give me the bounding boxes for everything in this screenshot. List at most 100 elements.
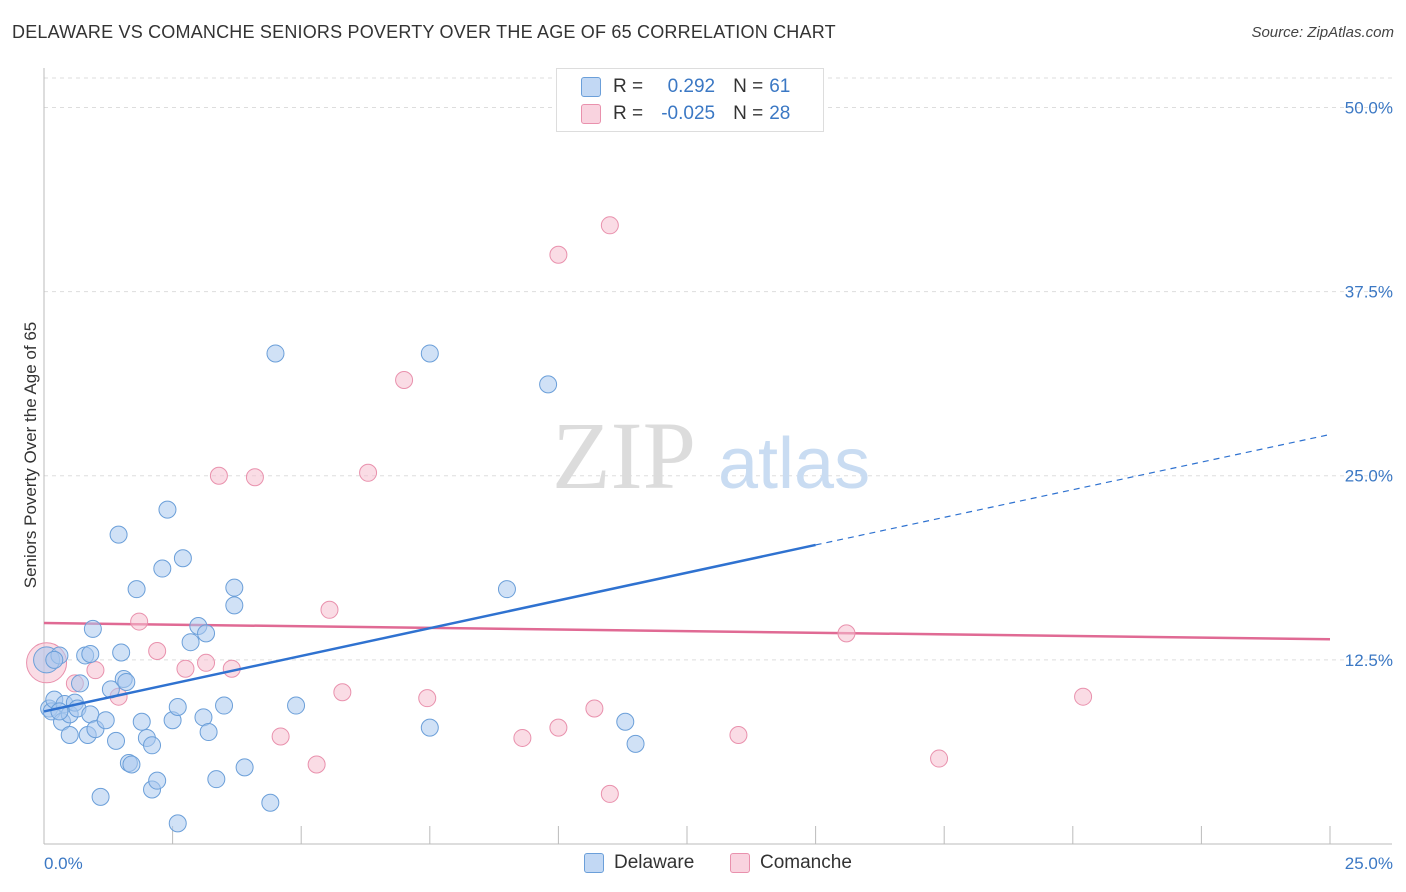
legend-r-value-delaware: 0.292: [667, 76, 716, 97]
delaware-point: [199, 723, 218, 742]
comanche-point: [930, 749, 949, 768]
comanche-point: [585, 699, 604, 718]
comanche-point: [513, 728, 532, 747]
delaware-swatch: [584, 853, 604, 873]
delaware-point: [539, 375, 558, 394]
watermark-zip: ZIP: [552, 402, 696, 509]
delaware-point: [420, 718, 439, 737]
comanche-trend-line: [43, 621, 1331, 641]
comanche-point: [729, 725, 748, 744]
comanche-point: [176, 659, 195, 678]
delaware-point: [215, 696, 234, 715]
delaware-point: [225, 596, 244, 615]
comanche-points: [26, 216, 1093, 803]
delaware-point: [81, 644, 100, 663]
comanche-trendline: [43, 621, 1331, 641]
x-tick-label: 0.0%: [44, 854, 83, 873]
delaware-point: [112, 643, 131, 662]
y-tick-label: 50.0%: [1345, 98, 1393, 117]
series-legend: Delaware Comanche: [0, 852, 1406, 878]
comanche-point: [148, 642, 167, 661]
delaware-point: [168, 814, 187, 833]
delaware-point: [173, 549, 192, 568]
comanche-point: [837, 624, 856, 643]
comanche-point: [395, 370, 414, 389]
delaware-point: [181, 633, 200, 652]
comanche-point: [549, 245, 568, 264]
comanche-point: [130, 612, 149, 631]
comanche-point: [600, 784, 619, 803]
delaware-point: [148, 771, 167, 790]
legend-n-value-delaware: 61: [769, 76, 791, 97]
comanche-point: [418, 689, 437, 708]
delaware-point: [168, 698, 187, 717]
delaware-point: [60, 725, 79, 744]
legend-row-delaware: R = 0.292 N = 61: [581, 74, 790, 100]
delaware-point: [626, 734, 645, 753]
legend-n-label: N =: [733, 76, 764, 97]
comanche-point: [86, 661, 105, 680]
delaware-point: [225, 578, 244, 597]
watermark-atlas: atlas: [718, 424, 870, 504]
legend-n-label: N =: [733, 103, 764, 124]
delaware-point: [71, 674, 90, 693]
delaware-point: [420, 344, 439, 363]
comanche-point: [549, 718, 568, 737]
legend-label-comanche: Comanche: [760, 852, 852, 873]
delaware-point: [109, 525, 128, 544]
delaware-point: [107, 731, 126, 750]
comanche-point: [271, 727, 290, 746]
legend-r-value-comanche: -0.025: [661, 103, 716, 124]
delaware-trend-dashed: [815, 433, 1331, 546]
delaware-point: [122, 755, 141, 774]
delaware-point: [91, 787, 110, 806]
delaware-trend-solid: [43, 543, 816, 713]
delaware-point: [207, 770, 226, 789]
grid-lines: [44, 77, 1392, 661]
tick-labels: 12.5% 25.0% 37.5% 50.0% 0.0% 25.0%: [44, 98, 1393, 873]
delaware-point: [287, 696, 306, 715]
delaware-points: [33, 344, 645, 833]
delaware-point: [235, 758, 254, 777]
y-tick-label: 37.5%: [1345, 283, 1393, 302]
comanche-point: [359, 463, 378, 482]
comanche-swatch: [730, 853, 750, 873]
delaware-point: [261, 793, 280, 812]
watermark: ZIP atlas: [552, 402, 870, 509]
chart-title: DELAWARE VS COMANCHE SENIORS POVERTY OVE…: [12, 22, 836, 42]
comanche-point: [333, 683, 352, 702]
legend-r-label: R =: [613, 76, 644, 97]
delaware-point: [616, 712, 635, 731]
comanche-point: [209, 466, 228, 485]
legend-r-label: R =: [613, 103, 644, 124]
legend-item-comanche: Comanche: [730, 852, 852, 874]
delaware-point: [45, 650, 64, 669]
delaware-point: [132, 712, 151, 731]
comanche-point: [320, 600, 339, 619]
legend-row-comanche: R = -0.025 N = 28: [581, 101, 790, 127]
delaware-point: [497, 580, 516, 599]
correlation-legend: R = 0.292 N = 61 R = -0.025 N = 28: [556, 68, 824, 132]
source-label: Source: ZipAtlas.com: [1251, 24, 1394, 41]
delaware-point: [158, 500, 177, 519]
y-tick-label: 12.5%: [1345, 651, 1393, 670]
delaware-trendline: [43, 433, 1331, 713]
comanche-swatch: [581, 104, 601, 124]
y-axis-label: Seniors Poverty Over the Age of 65: [21, 322, 40, 588]
comanche-point: [197, 653, 216, 672]
y-tick-label: 25.0%: [1345, 467, 1393, 486]
delaware-point: [50, 702, 69, 721]
delaware-point: [266, 344, 285, 363]
delaware-swatch: [581, 77, 601, 97]
delaware-point: [83, 619, 102, 638]
delaware-point: [96, 711, 115, 730]
delaware-point: [197, 624, 216, 643]
delaware-point: [143, 736, 162, 755]
delaware-point: [117, 672, 136, 691]
comanche-point: [245, 468, 264, 487]
comanche-point: [307, 755, 326, 774]
delaware-point: [127, 580, 146, 599]
x-tick-label: 25.0%: [1345, 854, 1393, 873]
legend-label-delaware: Delaware: [614, 852, 695, 873]
comanche-point: [600, 216, 619, 235]
